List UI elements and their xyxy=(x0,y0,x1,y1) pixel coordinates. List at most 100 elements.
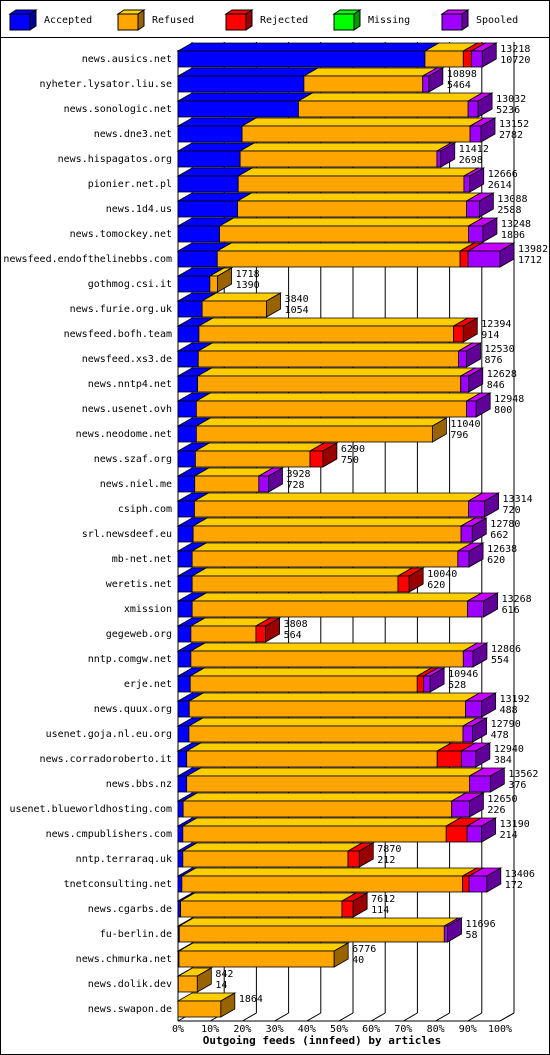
accepted-label: 214 xyxy=(500,830,518,841)
bar-front xyxy=(466,400,477,418)
bar-side xyxy=(333,942,349,968)
offered-label: 3808 xyxy=(284,619,308,630)
category-label: erje.net xyxy=(124,679,172,690)
accepted-label: 620 xyxy=(427,580,445,591)
bar-segment xyxy=(238,142,453,168)
bar-side xyxy=(408,567,424,593)
bar-front xyxy=(182,850,349,868)
bar-segment xyxy=(236,192,483,218)
bar-front xyxy=(460,525,473,543)
bar-side xyxy=(477,92,493,118)
bar-top xyxy=(187,717,479,727)
bar-front xyxy=(177,300,203,318)
bar-side xyxy=(480,117,496,143)
bar-front xyxy=(177,625,192,643)
bar-front xyxy=(177,650,192,668)
bar-front xyxy=(177,425,197,443)
bar-side xyxy=(489,767,505,793)
bar-top xyxy=(185,742,453,752)
bar-side xyxy=(196,967,212,993)
bar-front xyxy=(181,875,464,893)
bar-front xyxy=(468,500,485,518)
category-label: nyheter.lysator.liu.se xyxy=(40,79,172,90)
bar-segment xyxy=(464,692,498,718)
bar-front xyxy=(201,300,267,318)
category-label: news.neodome.net xyxy=(76,429,172,440)
bar-front xyxy=(192,525,462,543)
offered-label: 12940 xyxy=(494,744,524,755)
bar-front xyxy=(191,575,399,593)
accepted-label: 478 xyxy=(491,730,509,741)
bar-top xyxy=(194,392,483,402)
bar-front xyxy=(177,225,220,243)
category-label: news.szaf.org xyxy=(94,454,172,465)
bar-side xyxy=(469,167,485,193)
bar-segment xyxy=(176,492,210,518)
category-label: news.quux.org xyxy=(94,704,172,715)
category-label: news.tomockey.net xyxy=(70,229,172,240)
accepted-label: 58 xyxy=(466,930,478,941)
category-label: tnetconsulting.net xyxy=(64,879,172,890)
bar-segment xyxy=(236,167,480,193)
x-tick-label: 30% xyxy=(266,1024,284,1035)
bar-segment xyxy=(177,942,350,968)
bar-segment xyxy=(302,67,439,93)
bar-segment xyxy=(176,367,214,393)
offered-label: 3840 xyxy=(285,294,309,305)
accepted-label: 564 xyxy=(284,630,302,641)
offered-label: 13248 xyxy=(501,219,531,230)
category-label: news.ausics.net xyxy=(82,54,172,65)
bar-front xyxy=(177,750,188,768)
bar-segment xyxy=(415,667,440,693)
bar-segment xyxy=(179,892,358,918)
bar-front xyxy=(462,875,470,893)
bar-segment xyxy=(176,617,207,643)
bar-side xyxy=(486,867,502,893)
category-label: pionier.net.pl xyxy=(88,179,172,190)
tick-mark xyxy=(435,1012,450,1022)
bar-front xyxy=(177,275,211,293)
bar-front xyxy=(298,100,469,118)
bar-front xyxy=(191,550,459,568)
category-label: usenet.blueworldhosting.com xyxy=(9,804,172,815)
bar-front xyxy=(237,175,465,193)
tick-mark xyxy=(274,1012,289,1022)
category-label: news.dolik.dev xyxy=(88,979,172,990)
bar-side xyxy=(220,992,236,1018)
accepted-label: 384 xyxy=(494,755,512,766)
bar-front xyxy=(436,150,442,168)
x-tick-label: 50% xyxy=(330,1024,348,1035)
bar-front xyxy=(216,250,461,268)
bar-front xyxy=(189,675,418,693)
offered-label: 842 xyxy=(215,969,233,980)
bar-top xyxy=(190,567,414,577)
bar-front xyxy=(177,525,194,543)
bar-side xyxy=(483,592,498,618)
tick-mark xyxy=(242,1012,257,1022)
bar-segment xyxy=(176,42,441,68)
bar-side xyxy=(481,692,497,718)
bar-front xyxy=(468,225,484,243)
bar-segment xyxy=(187,717,479,743)
category-label: newsfeed.bofh.team xyxy=(64,329,172,340)
bar-top xyxy=(218,217,484,227)
offered-label: 12806 xyxy=(491,644,521,655)
category-label: newsfeed.endofthelinebbs.com xyxy=(3,254,172,265)
bar-front xyxy=(190,650,464,668)
accepted-label: 1390 xyxy=(236,280,260,291)
bar-segment xyxy=(196,367,477,393)
bar-front xyxy=(219,225,469,243)
bar-front xyxy=(177,450,196,468)
bar-front xyxy=(182,825,447,843)
category-label: news.dne3.net xyxy=(94,129,172,140)
category-label: news.bbs.nz xyxy=(106,779,172,790)
accepted-label: 800 xyxy=(494,405,512,416)
bar-top xyxy=(179,892,358,902)
bar-segment xyxy=(176,217,236,243)
bar-segment xyxy=(466,492,501,518)
bar-segment xyxy=(190,542,474,568)
accepted-label: 5464 xyxy=(447,80,471,91)
bar-front xyxy=(424,50,464,68)
bar-front xyxy=(255,625,266,643)
bar-top xyxy=(189,642,479,652)
